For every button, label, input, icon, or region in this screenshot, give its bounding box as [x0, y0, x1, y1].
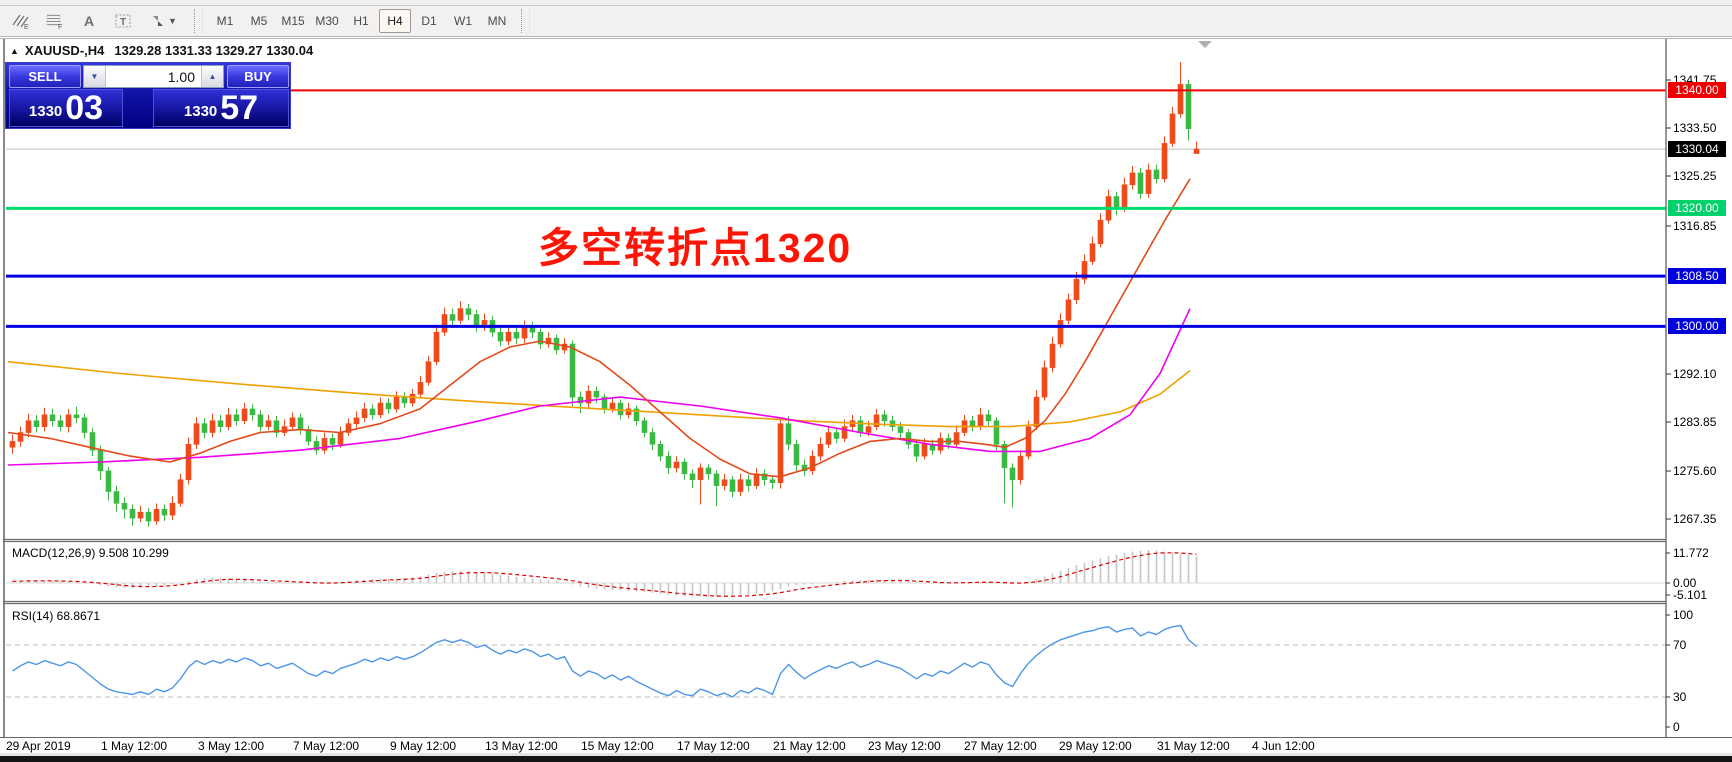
macd-axis-label: 11.772	[1673, 546, 1709, 560]
toolbar-separator-2	[521, 9, 530, 33]
volume-decrease-button[interactable]: ▼	[84, 66, 106, 87]
rsi-label: RSI(14) 68.8671	[12, 609, 101, 623]
timeframe-D1[interactable]: D1	[421, 14, 437, 28]
timeframe-M15[interactable]: M15	[281, 14, 305, 28]
timeframe-H1[interactable]: H1	[353, 14, 369, 28]
price-badge: 1340.00	[1668, 82, 1726, 98]
price-tick-label: 1292.10	[1673, 367, 1717, 381]
text-label-icon[interactable]: A	[83, 13, 95, 29]
time-axis-label: 7 May 12:00	[293, 739, 360, 753]
objects-dropdown-icon[interactable]: ▼	[142, 8, 184, 34]
time-axis-label: 29 May 12:00	[1059, 739, 1132, 753]
upper-toolbar-sliver	[0, 0, 1732, 6]
indicators-e-icon[interactable]: E	[6, 8, 36, 34]
chart-shift-marker	[1198, 41, 1212, 48]
sell-price-box[interactable]: 1330 03	[9, 89, 123, 127]
macd-label: MACD(12,26,9) 9.508 10.299	[12, 546, 169, 560]
sell-button[interactable]: SELL	[9, 65, 81, 88]
time-axis-label: 3 May 12:00	[198, 739, 265, 753]
svg-text:F: F	[58, 24, 62, 30]
buy-price-small: 1330	[183, 103, 218, 120]
timeframe-M30[interactable]: M30	[315, 14, 339, 28]
buy-button[interactable]: BUY	[227, 65, 289, 88]
timeframe-M5[interactable]: M5	[250, 14, 268, 28]
price-tick-label: 1316.85	[1673, 219, 1717, 233]
toolbar-separator	[194, 9, 203, 33]
one-click-trading-panel: SELL ▼ ▲ BUY 1330 03 1330 57	[5, 62, 291, 129]
rsi-axis-label: 30	[1673, 690, 1687, 704]
price-tick-label: 1333.50	[1673, 121, 1717, 135]
price-badge: 1300.00	[1668, 318, 1726, 334]
volume-spinner: ▼ ▲	[83, 65, 224, 88]
text-box-icon[interactable]: T	[108, 8, 138, 34]
price-badge: 1308.50	[1668, 268, 1726, 284]
price-tick-label: 1267.35	[1673, 512, 1717, 526]
time-axis	[0, 737, 1732, 757]
svg-text:E: E	[24, 24, 29, 30]
timeframe-H4[interactable]: H4	[379, 9, 411, 33]
timeframe-W1[interactable]: W1	[454, 14, 472, 28]
price-badge: 1330.04	[1668, 141, 1726, 157]
volume-input[interactable]	[106, 66, 201, 87]
volume-increase-button[interactable]: ▲	[201, 66, 223, 87]
price-badge: 1320.00	[1668, 200, 1726, 216]
collapse-panel-icon[interactable]: ▲	[10, 46, 19, 56]
time-axis-label: 23 May 12:00	[868, 739, 941, 753]
price-tick-label: 1283.85	[1673, 415, 1717, 429]
sell-price-small: 1330	[28, 103, 63, 120]
time-axis-label: 21 May 12:00	[773, 739, 846, 753]
chart-ohlc-values: 1329.28 1331.33 1329.27 1330.04	[114, 43, 314, 58]
time-axis-label: 27 May 12:00	[964, 739, 1037, 753]
window-bottom-margin	[0, 753, 1732, 756]
buy-price-big: 57	[220, 89, 259, 127]
time-axis-label: 31 May 12:00	[1157, 739, 1230, 753]
macd-axis-label: 0.00	[1673, 576, 1697, 590]
time-axis-label: 4 Jun 12:00	[1252, 739, 1315, 753]
chart-annotation-text: 多空转折点1320	[538, 225, 853, 271]
time-axis-label: 9 May 12:00	[390, 739, 457, 753]
chart-header: ▲ XAUUSD-,H4 1329.28 1331.33 1329.27 1330.…	[10, 43, 313, 58]
svg-text:T: T	[120, 17, 126, 28]
time-axis-label: 13 May 12:00	[485, 739, 558, 753]
timeframe-MN[interactable]: MN	[487, 14, 507, 28]
rsi-axis-label: 0	[1673, 720, 1680, 734]
price-tick-label: 1275.60	[1673, 464, 1717, 478]
timeframe-M1[interactable]: M1	[216, 14, 234, 28]
time-axis-label: 15 May 12:00	[581, 739, 654, 753]
rsi-axis-label: 100	[1673, 608, 1694, 622]
time-axis-label: 1 May 12:00	[101, 739, 168, 753]
timeframe-group: M1 M5 M15 M30 H1 H4 D1 W1 MN	[209, 9, 515, 33]
price-tick-label: 1325.25	[1673, 169, 1717, 183]
window-bottom-edge	[0, 756, 1732, 762]
buy-price-box[interactable]: 1330 57	[153, 89, 289, 127]
grid-f-icon[interactable]: F	[40, 8, 70, 34]
time-axis-label: 29 Apr 2019	[6, 739, 71, 753]
rsi-axis-label: 70	[1673, 638, 1687, 652]
sell-price-big: 03	[65, 89, 104, 127]
time-axis-label: 17 May 12:00	[677, 739, 750, 753]
chart-symbol-period: XAUUSD-,H4	[24, 43, 105, 58]
chart-toolbar: E F A T	[0, 6, 1732, 37]
macd-axis-label: -5.101	[1673, 588, 1708, 602]
